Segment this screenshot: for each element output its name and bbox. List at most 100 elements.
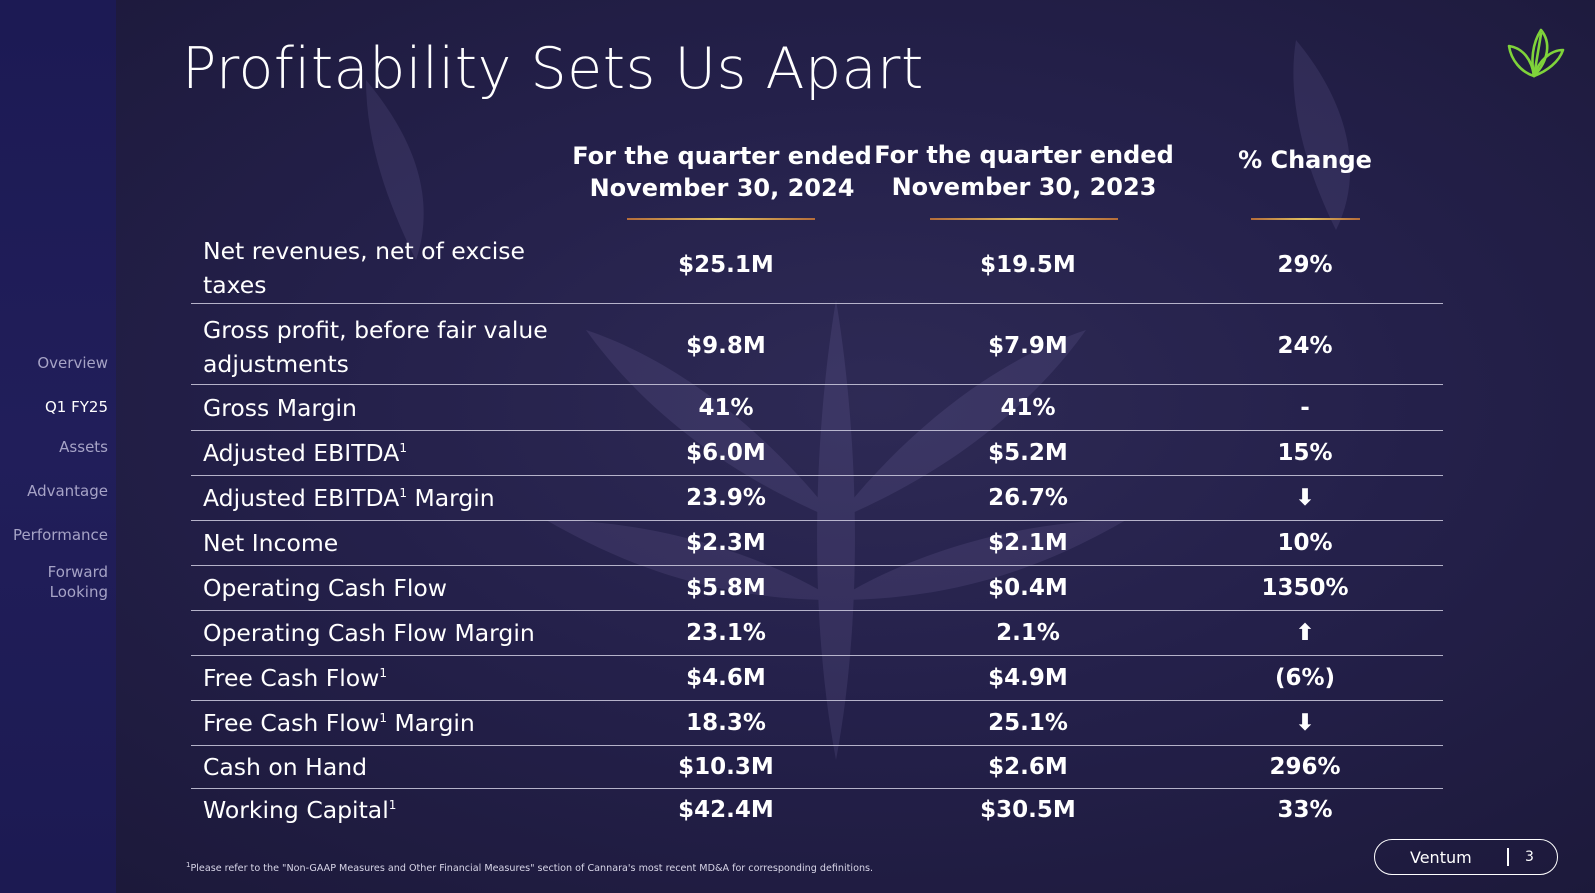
nav-item-overview[interactable]: Overview: [37, 354, 108, 372]
page-number: 3: [1525, 849, 1534, 865]
value-change: 33%: [1277, 797, 1333, 823]
table-row: Free Cash Flow1 $4.6M $4.9M (6%): [191, 656, 1443, 701]
row-label: Adjusted EBITDA1 Margin: [203, 481, 495, 515]
column-header-q2023-line2: November 30, 2023: [891, 173, 1157, 201]
value-q2023: $2.6M: [988, 754, 1068, 780]
value-q2023: 25.1%: [988, 710, 1068, 736]
nav-item-performance[interactable]: Performance: [12, 526, 108, 544]
row-divider: [191, 384, 1443, 385]
value-q2024: 23.9%: [686, 485, 766, 511]
row-label: Cash on Hand: [203, 753, 368, 781]
value-q2024: $5.8M: [686, 575, 766, 601]
page-badge: Ventum 3: [1374, 839, 1558, 875]
row-label: Net Income: [203, 529, 339, 557]
arrow-down-icon: ⬇: [1295, 710, 1315, 736]
value-change: 10%: [1277, 530, 1333, 556]
row-label: Free Cash Flow1: [203, 661, 387, 695]
table-row: Gross Margin 41% 41% -: [191, 386, 1443, 431]
row-label-text: Adjusted EBITDA: [203, 439, 400, 467]
row-divider: [191, 745, 1443, 746]
column-header-q2023-line1: For the quarter ended: [874, 141, 1174, 169]
value-q2023: 41%: [1000, 395, 1056, 421]
column-header-change-label: % Change: [1238, 146, 1372, 174]
column-underline-q2024: [627, 218, 815, 220]
value-change: 1350%: [1261, 575, 1349, 601]
value-change: 296%: [1269, 754, 1341, 780]
row-label-line1: Gross profit, before fair value: [203, 316, 548, 344]
row-divider: [191, 655, 1443, 656]
footnote-marker: 1: [379, 666, 388, 681]
brand-name: Ventum: [1410, 848, 1472, 867]
value-q2024: $42.4M: [678, 797, 774, 823]
table-row: Cash on Hand $10.3M $2.6M 296%: [191, 746, 1443, 789]
value-change: (6%): [1274, 665, 1336, 691]
row-label: Free Cash Flow1 Margin: [203, 706, 475, 740]
value-q2023: $30.5M: [980, 797, 1076, 823]
value-q2023: 26.7%: [988, 485, 1068, 511]
row-divider: [191, 303, 1443, 304]
table-row: Net revenues, net of excise taxes $25.1M…: [191, 230, 1443, 304]
row-label-line1: Net revenues, net of excise: [203, 237, 525, 265]
value-change: 15%: [1277, 440, 1333, 466]
nav-item-advantage[interactable]: Advantage: [27, 482, 108, 500]
column-underline-q2023: [930, 218, 1118, 220]
row-label-suffix: Margin: [406, 484, 495, 512]
row-label-text: Free Cash Flow: [203, 664, 380, 692]
table-row: Adjusted EBITDA1 $6.0M $5.2M 15%: [191, 431, 1443, 476]
row-divider: [191, 475, 1443, 476]
row-label-text: Free Cash Flow: [203, 709, 380, 737]
value-q2024: $2.3M: [686, 530, 766, 556]
value-q2024: $6.0M: [686, 440, 766, 466]
row-divider: [191, 610, 1443, 611]
footnote-marker: 1: [186, 861, 191, 869]
table-row: Operating Cash Flow Margin 23.1% 2.1% ⬆: [191, 611, 1443, 656]
value-change: -: [1300, 395, 1310, 421]
row-divider: [191, 520, 1443, 521]
row-label: Adjusted EBITDA1: [203, 436, 407, 470]
value-change: 29%: [1277, 252, 1333, 278]
table-row: Net Income $2.3M $2.1M 10%: [191, 521, 1443, 566]
badge-divider: [1507, 848, 1509, 866]
footnote-text: Please refer to the "Non-GAAP Measures a…: [190, 863, 874, 875]
row-label: Working Capital1: [203, 793, 396, 827]
arrow-up-icon: ⬆: [1295, 620, 1315, 646]
sidebar-nav: Overview Q1 FY25 Assets Advantage Perfor…: [0, 0, 116, 893]
row-divider: [191, 788, 1443, 789]
nav-item-forward-looking[interactable]: Forward Looking: [47, 563, 108, 601]
value-change: 24%: [1277, 333, 1333, 359]
column-header-change: % Change: [1200, 144, 1410, 176]
nav-item-assets[interactable]: Assets: [59, 438, 108, 456]
footnote-marker: 1: [388, 798, 397, 813]
footnote-marker: 1: [379, 711, 388, 726]
row-label: Operating Cash Flow Margin: [203, 619, 535, 647]
column-header-q2024: For the quarter ended November 30, 2024: [570, 140, 874, 204]
value-q2024: $4.6M: [686, 665, 766, 691]
value-q2023: $7.9M: [988, 333, 1068, 359]
value-q2023: $5.2M: [988, 440, 1068, 466]
table-row: Free Cash Flow1 Margin 18.3% 25.1% ⬇: [191, 701, 1443, 746]
row-label: Gross profit, before fair value adjustme…: [203, 313, 548, 381]
column-header-q2024-line1: For the quarter ended: [572, 142, 872, 170]
row-label-line2: adjustments: [203, 350, 349, 378]
row-label-text: Adjusted EBITDA: [203, 484, 400, 512]
value-q2024: $25.1M: [678, 252, 774, 278]
row-label-suffix: Margin: [387, 709, 475, 737]
nav-item-q1-fy25[interactable]: Q1 FY25: [45, 398, 108, 416]
value-q2024: 18.3%: [686, 710, 766, 736]
column-header-q2024-line2: November 30, 2024: [589, 174, 855, 202]
row-divider: [191, 565, 1443, 566]
row-label: Net revenues, net of excise taxes: [203, 234, 525, 302]
row-label: Gross Margin: [203, 394, 357, 422]
value-q2023: $19.5M: [980, 252, 1076, 278]
value-q2023: $0.4M: [988, 575, 1068, 601]
table-row: Adjusted EBITDA1 Margin 23.9% 26.7% ⬇: [191, 476, 1443, 521]
value-q2023: 2.1%: [996, 620, 1060, 646]
row-divider: [191, 700, 1443, 701]
value-q2024: $10.3M: [678, 754, 774, 780]
footnote-marker: 1: [399, 486, 407, 501]
table-row: Working Capital1 $42.4M $30.5M 33%: [191, 789, 1443, 833]
value-q2024: $9.8M: [686, 333, 766, 359]
row-divider: [191, 430, 1443, 431]
value-q2023: $4.9M: [988, 665, 1068, 691]
footnote-marker: 1: [399, 441, 407, 456]
